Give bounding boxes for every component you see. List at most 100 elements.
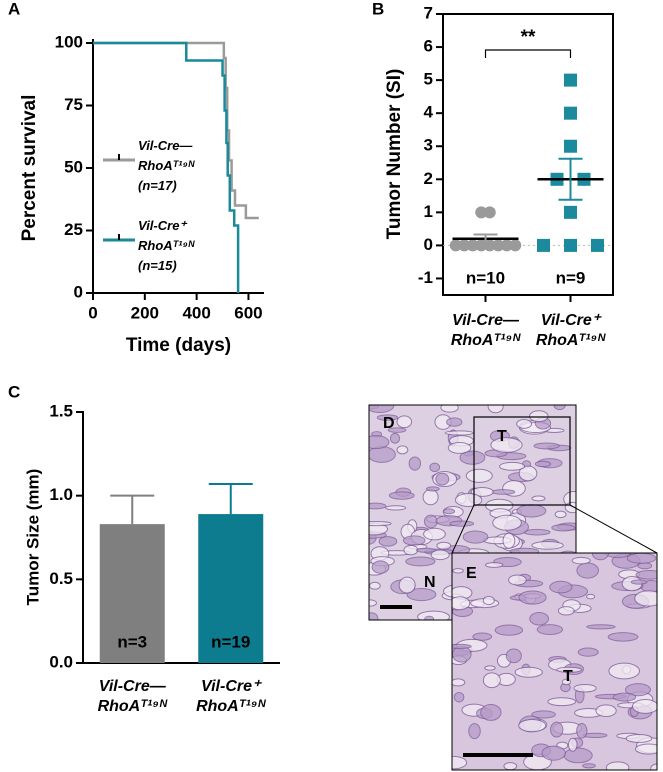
y-axis-label: Tumor Size (mm) xyxy=(23,469,42,606)
gland xyxy=(389,432,401,444)
y-tick-label: 0 xyxy=(74,282,83,301)
panel-label: B xyxy=(372,0,384,18)
gland xyxy=(533,442,560,450)
gland xyxy=(561,678,571,686)
legend-label: Vil-Cre— RhoAᵀ¹⁹ᴺ (n=17) xyxy=(138,138,195,193)
gland xyxy=(634,743,657,755)
gland xyxy=(531,495,546,502)
gland xyxy=(514,666,543,678)
survival-line xyxy=(93,41,240,293)
y-tick-label: 3 xyxy=(424,136,433,155)
x-tick-label: 0 xyxy=(88,303,97,322)
gland xyxy=(491,489,516,495)
point xyxy=(509,239,522,252)
gland xyxy=(503,762,518,770)
gland xyxy=(571,556,591,565)
plot-frame xyxy=(442,13,614,296)
gland xyxy=(402,535,426,546)
x-tick-label-box: Vil-Cre— RhoAᵀ¹⁹ᴺ xyxy=(98,678,167,715)
gland xyxy=(505,648,522,664)
y-tick-label: 2 xyxy=(424,169,433,188)
gland xyxy=(387,427,407,433)
gland xyxy=(534,460,552,468)
point xyxy=(564,73,577,87)
gland xyxy=(586,593,596,600)
gland xyxy=(443,508,456,515)
legend-label-box: Vil-Cre— RhoAᵀ¹⁹ᴺ (n=17) xyxy=(138,138,195,193)
panel-label: C xyxy=(8,382,20,401)
y-tick-label: 6 xyxy=(424,37,433,56)
gland xyxy=(557,606,575,616)
gland xyxy=(541,745,566,761)
gland xyxy=(577,647,599,657)
gland xyxy=(396,445,409,455)
gland xyxy=(406,587,437,602)
point xyxy=(564,205,577,219)
x-tick-label-box: Vil-Cre⁺ RhoAᵀ¹⁹ᴺ xyxy=(196,678,265,715)
gland xyxy=(444,430,474,436)
gland xyxy=(518,590,547,605)
gland xyxy=(449,520,475,527)
gland xyxy=(492,514,522,531)
gland xyxy=(452,755,468,770)
point xyxy=(564,238,577,252)
tissue-texture xyxy=(452,553,657,770)
y-tick-label: 0 xyxy=(424,235,433,254)
gland xyxy=(422,488,439,506)
gland xyxy=(626,553,657,564)
y-tick-label: 100 xyxy=(55,32,83,51)
inset-connector xyxy=(451,504,475,554)
gland xyxy=(586,624,616,630)
y-tick-label: 1.0 xyxy=(49,485,73,504)
gland xyxy=(630,579,648,585)
gland xyxy=(369,521,392,527)
point xyxy=(449,239,462,252)
legend-label-box: Vil-Cre⁺ RhoAᵀ¹⁹ᴺ (n=15) xyxy=(138,218,194,273)
gland xyxy=(465,468,493,483)
gland xyxy=(551,524,576,532)
gland xyxy=(408,456,422,471)
gland xyxy=(516,504,547,518)
y-tick-label: 5 xyxy=(424,70,433,89)
gland xyxy=(378,536,398,547)
n-label: n=19 xyxy=(211,632,250,651)
gland xyxy=(426,486,440,492)
point xyxy=(500,239,513,252)
bar xyxy=(99,524,165,663)
point xyxy=(475,206,488,219)
gland xyxy=(480,703,502,721)
gland xyxy=(607,632,639,642)
gland xyxy=(547,697,577,707)
gland xyxy=(468,723,481,740)
gland xyxy=(624,683,651,697)
gland xyxy=(369,581,381,590)
gland xyxy=(573,683,597,693)
gland xyxy=(531,710,556,719)
n-label: n=10 xyxy=(466,268,505,287)
gland xyxy=(429,462,441,473)
gland xyxy=(556,666,583,673)
gland xyxy=(484,562,504,568)
gland xyxy=(453,691,465,703)
x-tick-label: Vil-Cre⁺ RhoAᵀ¹⁹ᴺ xyxy=(535,312,606,349)
y-tick-label: 4 xyxy=(424,103,434,122)
x-tick-label: 400 xyxy=(182,303,210,322)
point xyxy=(483,206,496,219)
gland xyxy=(447,441,472,454)
gland xyxy=(508,574,527,586)
significance-bracket xyxy=(484,49,572,58)
panel-label: A xyxy=(8,0,20,18)
gland xyxy=(424,615,435,620)
gland xyxy=(550,721,564,738)
significance-label: ** xyxy=(521,27,536,48)
x-tick-label-box: Vil-Cre⁺ RhoAᵀ¹⁹ᴺ xyxy=(535,312,606,349)
gland xyxy=(482,672,501,689)
y-tick-label: 0.5 xyxy=(49,569,73,588)
gland xyxy=(490,437,523,453)
panel-label: D xyxy=(383,415,395,432)
gland xyxy=(369,435,390,450)
gland xyxy=(595,704,617,718)
y-tick-label: -1 xyxy=(418,268,433,287)
point xyxy=(591,238,604,252)
